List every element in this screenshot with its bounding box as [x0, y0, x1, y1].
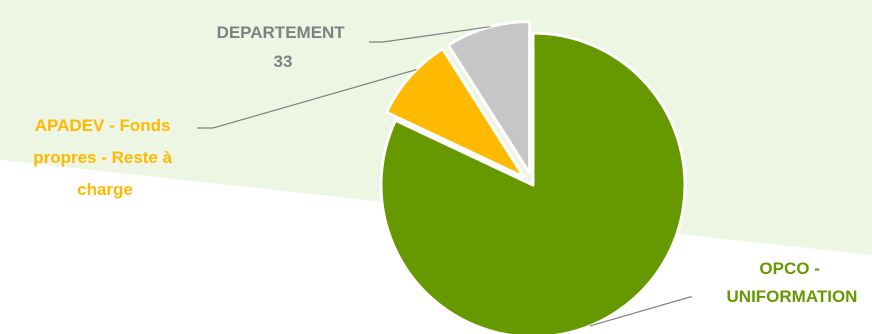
- slice-label-apadev-line-2: propres - Reste à: [33, 148, 172, 167]
- leader-line-opco: [589, 296, 692, 327]
- leader-line-apadev: [197, 69, 417, 129]
- slice-label-opco-line-2: UNIFORMATION: [727, 287, 858, 306]
- slice-label-opco-line-1: OPCO -: [759, 259, 819, 278]
- slice-label-departement-line-2: 33: [274, 52, 293, 71]
- slice-label-apadev: APADEV - Fonds propres - Reste à charge: [33, 116, 177, 199]
- slice-label-departement: DEPARTEMENT 33: [217, 23, 350, 71]
- slice-label-apadev-line-1: APADEV - Fonds: [35, 116, 171, 135]
- slice-label-opco: OPCO - UNIFORMATION: [727, 259, 858, 306]
- slice-apadev: [384, 47, 526, 179]
- slice-label-departement-line-1: DEPARTEMENT: [217, 23, 346, 42]
- slice-opco: [379, 31, 687, 334]
- leader-line-departement: [369, 26, 491, 43]
- slice-label-apadev-line-3: charge: [77, 180, 133, 199]
